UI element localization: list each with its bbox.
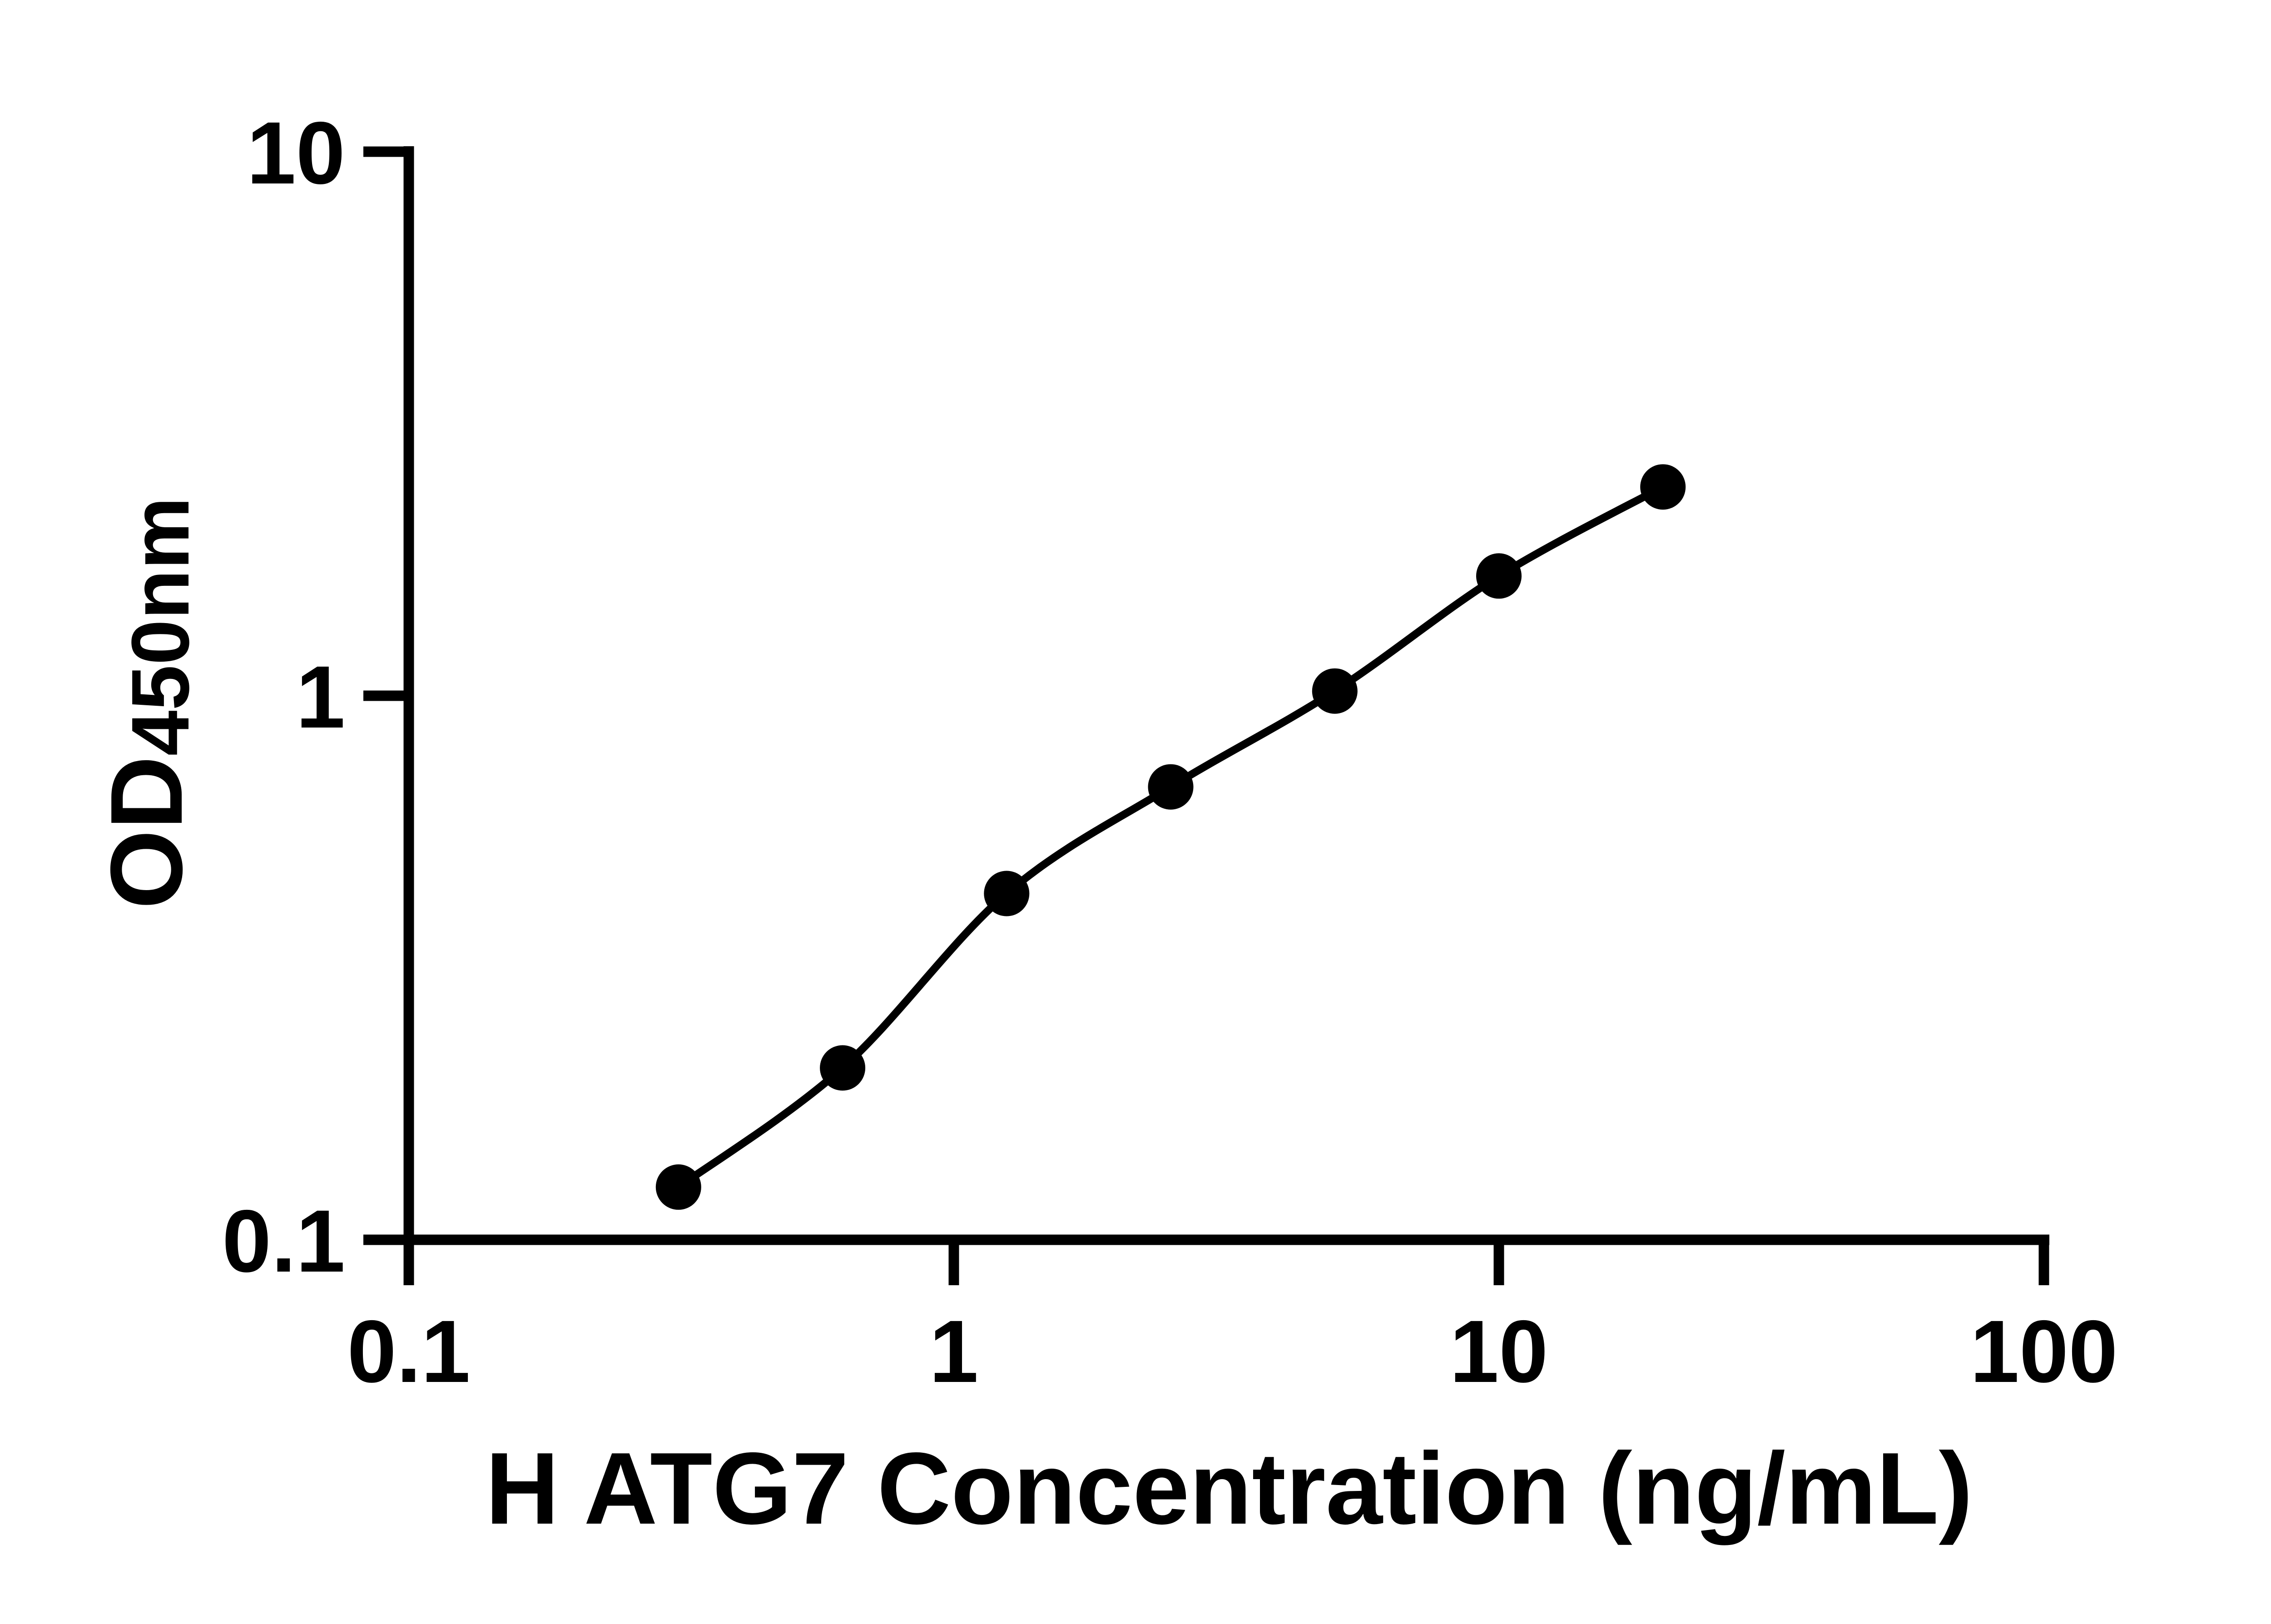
- x-axis-title: H ATG7 Concentration (ng/mL): [486, 1431, 1973, 1545]
- x-tick-label-0_1: 0.1: [347, 1302, 470, 1401]
- data-point-4: [1148, 764, 1194, 810]
- y-tick-labels: 10 1 0.1: [222, 104, 345, 1291]
- y-axis-title-main: OD: [89, 756, 203, 909]
- data-point-7: [1640, 464, 1686, 510]
- x-axis-ticks: [403, 1240, 2049, 1285]
- data-point-2: [820, 1045, 866, 1091]
- y-tick-label-1: 1: [296, 648, 345, 747]
- y-axis-title: OD450nm: [89, 497, 206, 909]
- x-tick-label-100: 100: [1970, 1302, 2117, 1401]
- x-tick-labels: 0.1 1 10 100: [347, 1302, 2117, 1401]
- data-point-6: [1476, 553, 1522, 599]
- x-tick-label-10: 10: [1450, 1302, 1548, 1401]
- data-point-5: [1312, 668, 1358, 714]
- data-points: [655, 464, 1686, 1210]
- y-axis-title-subscript: 450nm: [115, 497, 206, 756]
- data-point-3: [984, 871, 1030, 916]
- axes: [403, 146, 2049, 1245]
- data-point-1: [655, 1164, 701, 1210]
- y-tick-label-10: 10: [247, 104, 345, 203]
- x-tick-label-1: 1: [929, 1302, 978, 1401]
- y-tick-label-0_1: 0.1: [222, 1192, 345, 1291]
- y-axis-ticks: [363, 146, 409, 1245]
